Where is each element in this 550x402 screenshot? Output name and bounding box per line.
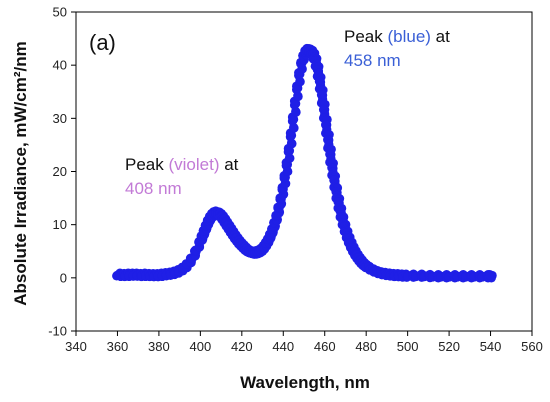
- y-tick-label: -10: [48, 324, 67, 339]
- data-points: [112, 43, 497, 283]
- annotation-segment: at: [220, 155, 239, 174]
- peak-annotation-line2: 408 nm: [125, 179, 182, 198]
- y-tick-label: 0: [60, 270, 67, 285]
- x-axis-title: Wavelength, nm: [240, 373, 370, 392]
- x-tick-label: 400: [190, 339, 212, 354]
- annotation-segment: (violet): [168, 155, 219, 174]
- y-tick-label: 10: [53, 217, 67, 232]
- y-tick-label: 40: [53, 58, 67, 73]
- x-tick-label: 340: [65, 339, 87, 354]
- x-tick-label: 440: [272, 339, 294, 354]
- x-tick-label: 380: [148, 339, 170, 354]
- x-tick-label: 480: [355, 339, 377, 354]
- peak-annotation-line2: 458 nm: [344, 51, 401, 70]
- panel-label: (a): [89, 30, 116, 55]
- y-tick-label: 30: [53, 111, 67, 126]
- peak-annotation-line1: Peak (blue) at: [344, 27, 450, 46]
- x-tick-label: 500: [397, 339, 419, 354]
- x-tick-label: 540: [480, 339, 502, 354]
- labels: Wavelength, nm Absolute Irradiance, mW/cm…: [11, 27, 450, 392]
- y-tick-label: 50: [53, 5, 67, 20]
- annotation-segment: at: [431, 27, 450, 46]
- y-axis-title: Absolute Irradiance, mW/cm²/nm: [11, 41, 30, 306]
- x-tick-label: 460: [314, 339, 336, 354]
- x-tick-label: 360: [107, 339, 129, 354]
- y-tick-label: 20: [53, 164, 67, 179]
- annotation-segment: (blue): [387, 27, 430, 46]
- annotation-segment: Peak: [344, 27, 387, 46]
- axes: 340 360 380 400 420 440 460 480 500 520 540 560 -10 0…: [48, 5, 543, 355]
- x-tick-label: 520: [438, 339, 460, 354]
- peak-annotation-line1: Peak (violet) at: [125, 155, 239, 174]
- x-tick-label: 560: [521, 339, 543, 354]
- annotation-segment: Peak: [125, 155, 168, 174]
- data-point: [485, 270, 495, 280]
- x-tick-label: 420: [231, 339, 253, 354]
